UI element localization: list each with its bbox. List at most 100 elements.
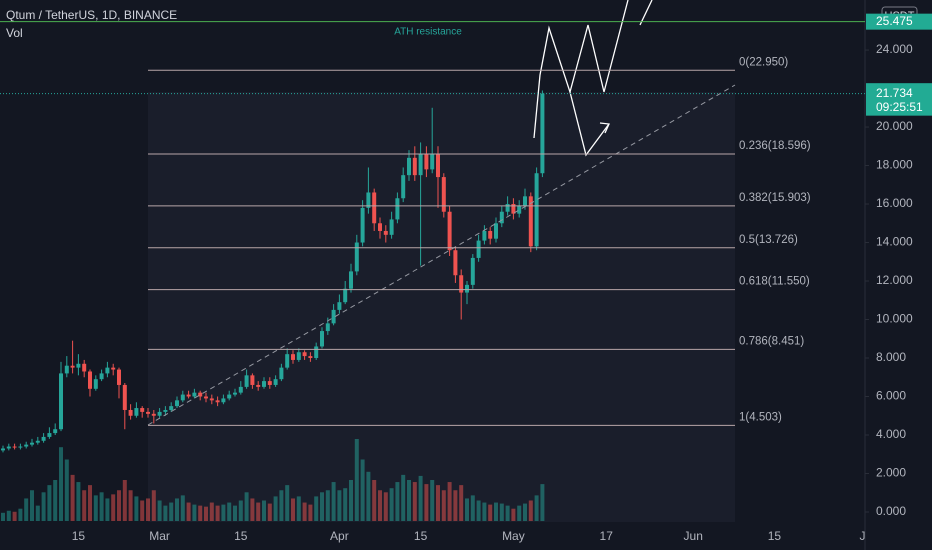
volume-bar bbox=[499, 503, 504, 521]
candle-body bbox=[140, 408, 145, 412]
volume-bar bbox=[250, 498, 255, 521]
volume-bar bbox=[465, 498, 469, 521]
volume-bar bbox=[122, 480, 127, 521]
candle-body bbox=[175, 400, 179, 407]
candle-body bbox=[389, 219, 394, 235]
candle-body bbox=[441, 177, 446, 212]
volume-bar bbox=[407, 480, 411, 521]
candle-body bbox=[99, 373, 104, 380]
last-price-box bbox=[866, 85, 932, 116]
title: Qtum / TetherUS, 1D, BINANCE bbox=[6, 8, 177, 22]
candle-body bbox=[488, 230, 493, 239]
candle-body bbox=[76, 363, 81, 368]
volume-bar bbox=[308, 504, 313, 521]
volume-bar bbox=[314, 496, 319, 521]
candle-body bbox=[41, 436, 46, 441]
volume-bar bbox=[279, 490, 284, 521]
candle-body bbox=[204, 396, 208, 399]
volume-bar bbox=[296, 496, 301, 521]
fib-label: 0.618(11.550) bbox=[739, 276, 810, 288]
y-tick-label: 12.000 bbox=[876, 273, 913, 287]
fib-label: 0.5(13.726) bbox=[739, 234, 798, 246]
candle-body bbox=[88, 371, 92, 389]
x-tick-label: May bbox=[502, 529, 525, 543]
candle-body bbox=[227, 394, 232, 399]
candle-body bbox=[215, 400, 220, 403]
candle-body bbox=[540, 93, 545, 174]
candle-body bbox=[12, 446, 17, 448]
volume-bar bbox=[354, 439, 359, 521]
volume-bar bbox=[221, 504, 226, 521]
volume-bar bbox=[41, 492, 46, 521]
volume-bar bbox=[186, 502, 191, 521]
volume-bar bbox=[105, 498, 110, 521]
fib-zone bbox=[148, 92, 735, 522]
candle-body bbox=[343, 288, 348, 303]
candle-body bbox=[146, 411, 150, 414]
volume-bar bbox=[146, 498, 150, 521]
x-tick-label: 15 bbox=[768, 529, 782, 543]
volume-bar bbox=[366, 471, 371, 521]
volume-bar bbox=[140, 500, 145, 521]
volume-bar bbox=[447, 482, 452, 521]
volume-bar bbox=[285, 485, 290, 521]
y-tick-label: 10.000 bbox=[876, 312, 913, 326]
volume-label: Vol bbox=[6, 26, 23, 40]
candle-body bbox=[523, 196, 527, 206]
y-tick-label: 18.000 bbox=[876, 158, 913, 172]
y-tick-label: 6.000 bbox=[876, 389, 906, 403]
volume-bar bbox=[267, 503, 272, 521]
candle-body bbox=[262, 381, 266, 387]
volume-bar bbox=[343, 488, 348, 521]
volume-bar bbox=[453, 490, 458, 521]
x-tick-label: 17 bbox=[600, 529, 614, 543]
candle-body bbox=[105, 367, 110, 374]
candle-body bbox=[308, 356, 313, 359]
x-tick-label: Apr bbox=[330, 529, 349, 543]
volume-bar bbox=[88, 485, 92, 521]
volume-bar bbox=[111, 494, 116, 521]
candle-body bbox=[111, 367, 116, 370]
volume-bar bbox=[1, 512, 5, 521]
candle-body bbox=[325, 323, 330, 332]
volume-bar bbox=[378, 490, 382, 521]
y-tick-label: 14.000 bbox=[876, 235, 913, 249]
volume-bar bbox=[517, 505, 522, 521]
candle-body bbox=[180, 394, 185, 401]
volume-bar bbox=[233, 505, 237, 521]
candle-body bbox=[459, 275, 464, 293]
volume-bar bbox=[360, 459, 365, 521]
volume-bar bbox=[157, 500, 162, 521]
volume-bar bbox=[320, 492, 324, 521]
volume-bar bbox=[99, 492, 104, 521]
volume-bar bbox=[12, 511, 17, 521]
candle-body bbox=[6, 446, 11, 449]
x-tick-label: Mar bbox=[149, 529, 170, 543]
volume-bar bbox=[209, 502, 214, 521]
candle-body bbox=[528, 196, 533, 247]
volume-bar bbox=[505, 505, 510, 521]
candle-body bbox=[366, 192, 371, 208]
candle-body bbox=[372, 192, 377, 224]
volume-bar bbox=[128, 490, 133, 521]
projection bbox=[533, 0, 653, 157]
volume-bar bbox=[436, 485, 440, 521]
volume-bar bbox=[238, 500, 243, 521]
candle-body bbox=[447, 211, 452, 251]
candle-body bbox=[349, 271, 353, 289]
candle-body bbox=[378, 223, 382, 231]
candle-body bbox=[418, 153, 423, 176]
volume-bar bbox=[430, 480, 435, 521]
y-tick-label: 4.000 bbox=[876, 427, 906, 441]
candle-body bbox=[70, 365, 75, 368]
volume-bar bbox=[389, 488, 394, 521]
candle-body bbox=[117, 369, 121, 385]
candle-body bbox=[412, 157, 417, 176]
candle-body bbox=[186, 394, 191, 397]
candle-body bbox=[470, 257, 475, 285]
volume-bar bbox=[511, 508, 516, 521]
candle-body bbox=[157, 411, 162, 416]
volume-bar bbox=[180, 495, 185, 521]
